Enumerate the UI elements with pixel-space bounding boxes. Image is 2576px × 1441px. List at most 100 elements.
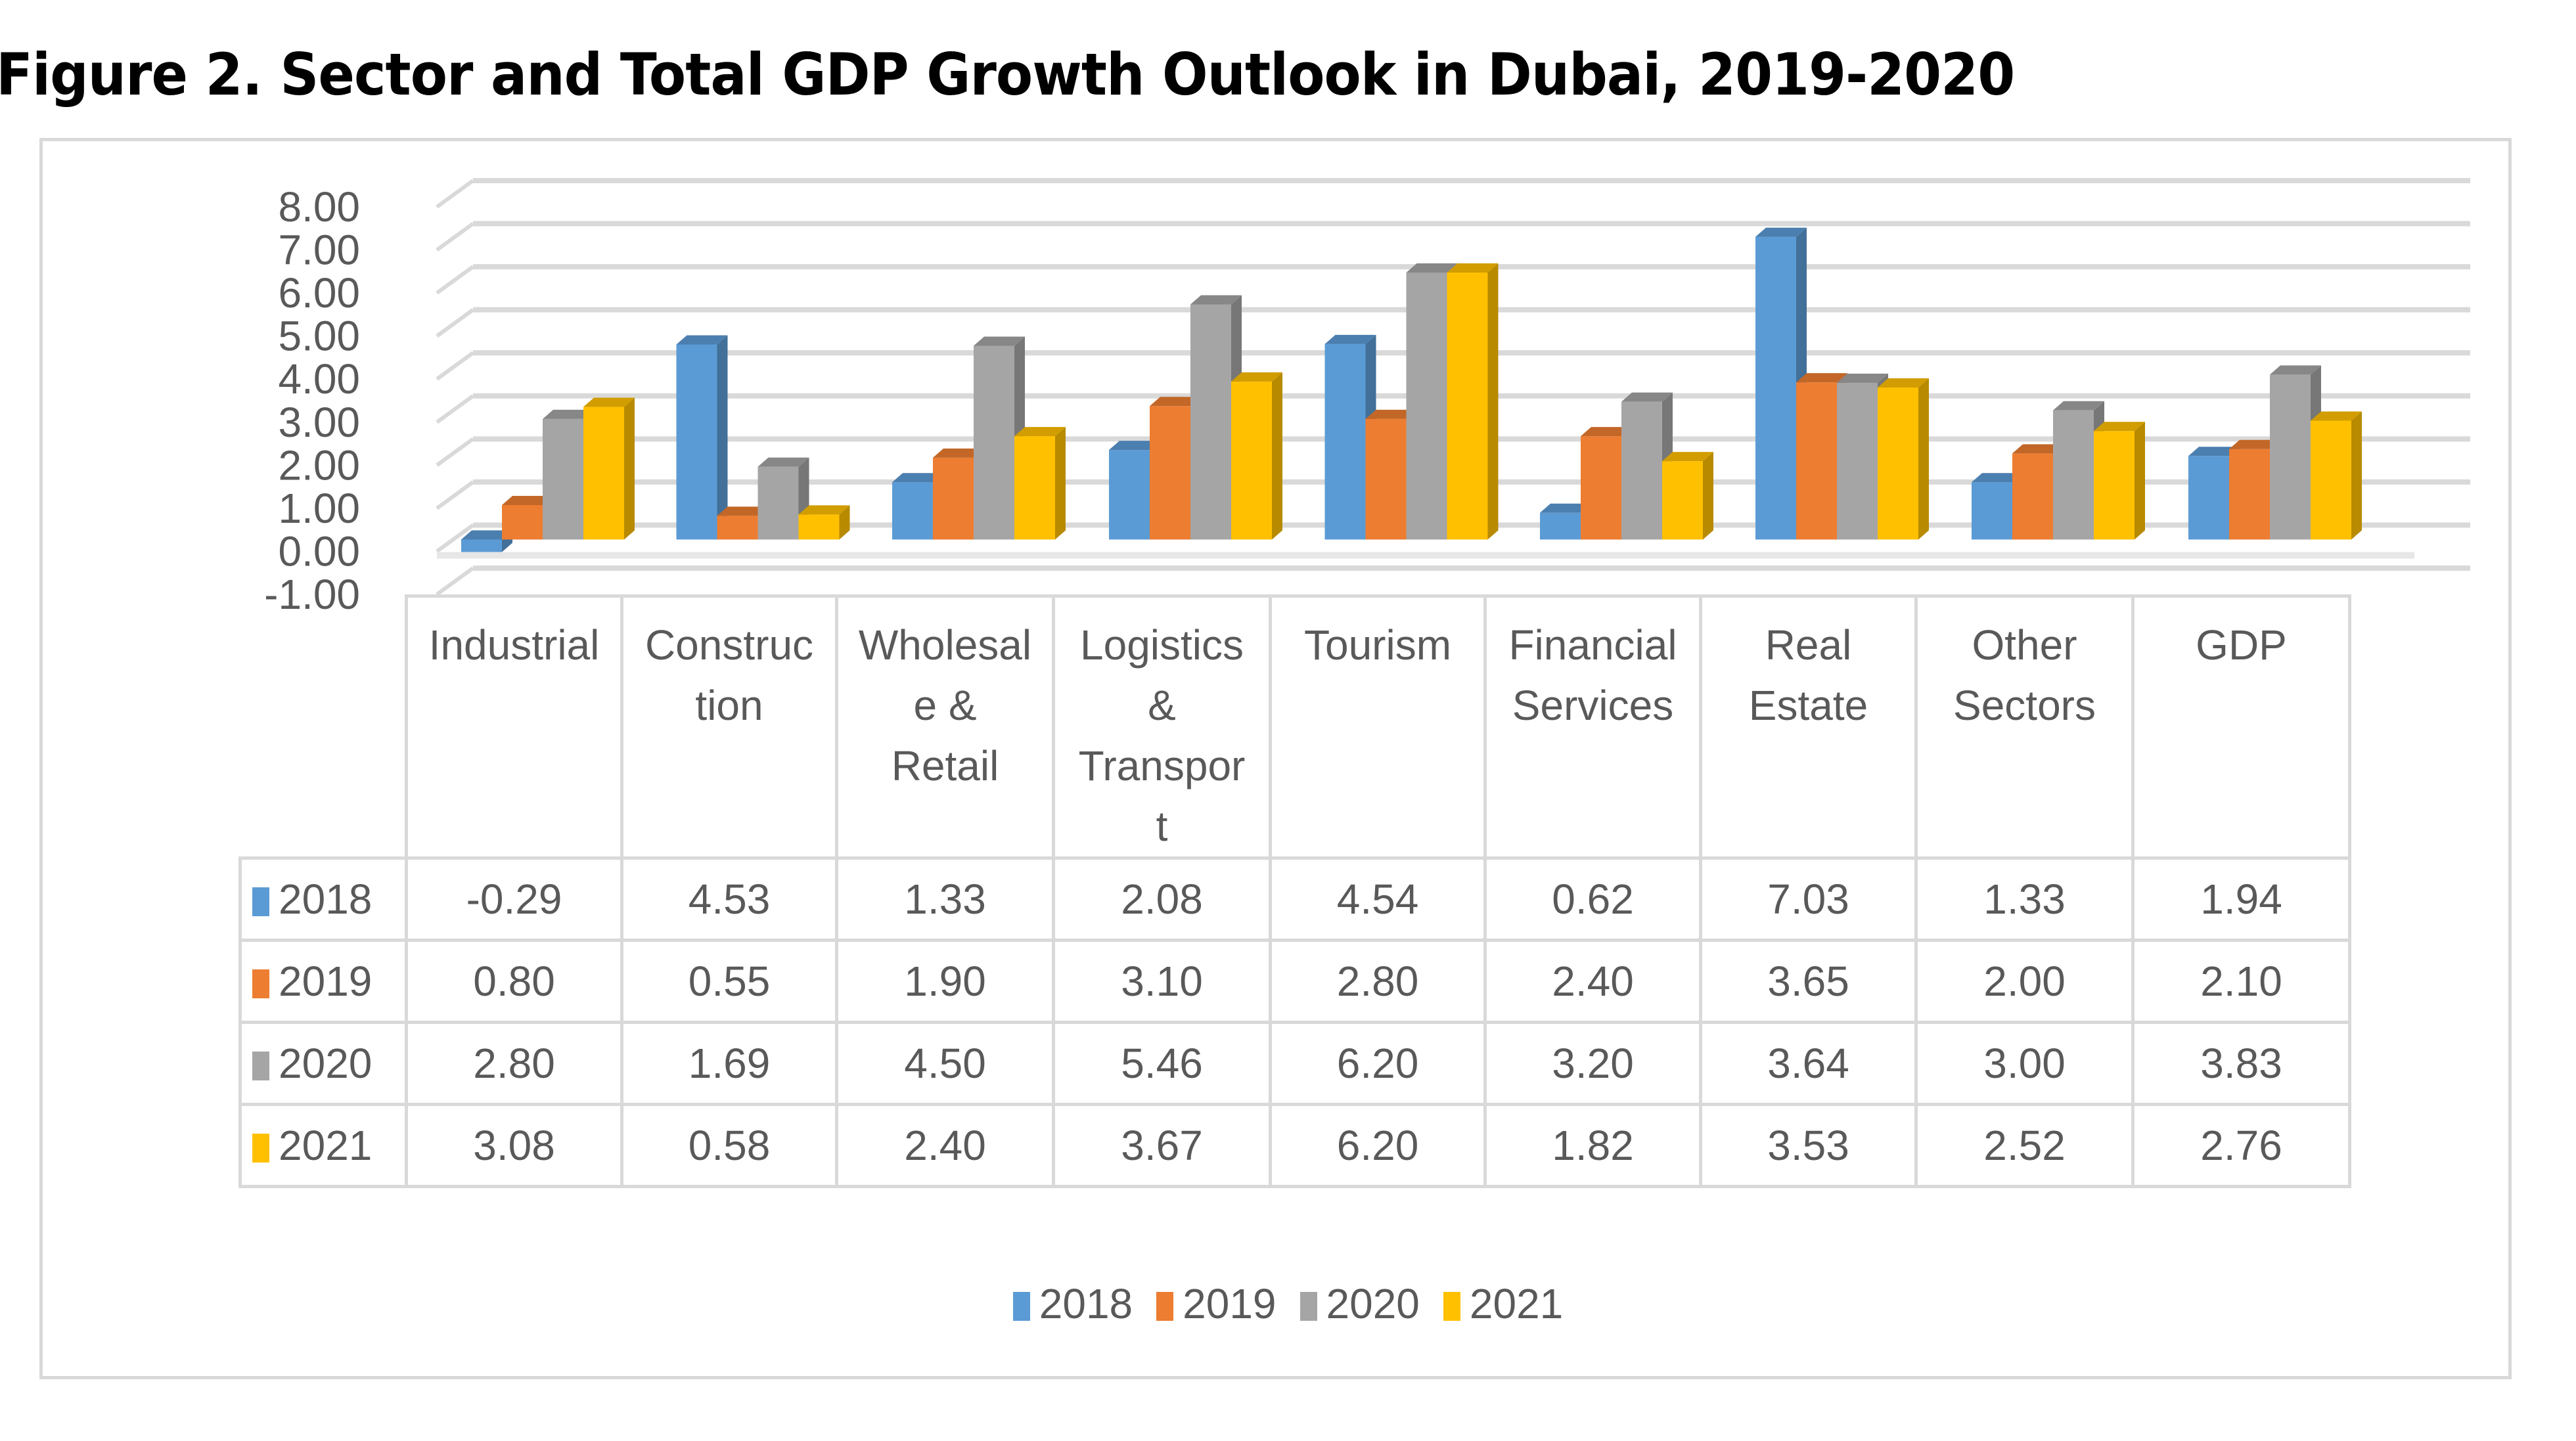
bar-group [2188,365,2362,540]
category-header: Real Estate [1699,594,1918,860]
category-header-line: Other [1972,621,2077,669]
bar-2018 [1540,512,1581,540]
side-wall-gridline [436,179,474,209]
series-label-cell: 2018 [238,856,408,942]
bars [461,227,2362,552]
data-cell: 1.33 [1914,856,2135,942]
bar-top-2020 [757,457,809,467]
bar-2018 [1324,344,1366,540]
data-cell: 3.08 [405,1103,623,1188]
category-header-line: GDP [2196,621,2287,669]
bar-top-2019 [933,448,984,458]
bar-2020 [1406,273,1447,540]
legend-item: 2019 [1156,1279,1277,1328]
bar-2018 [461,539,502,552]
side-wall-gridline [436,523,474,553]
bar-2019 [1150,406,1190,540]
bar-top-2020 [2053,401,2104,410]
side-wall-gridline [436,394,474,424]
bar-top-2018 [1324,334,1376,344]
side-wall-gridline [436,222,474,252]
category-header-line: Estate [1748,682,1868,729]
bar-2020 [543,418,583,540]
category-header: Construc tion [620,594,838,860]
bar-top-2019 [502,496,553,505]
legend-item: 2020 [1299,1279,1420,1328]
data-table-header-row: Industrial Construc tion Wholesal e & Retail L… [240,594,2351,860]
bar-group [461,397,635,552]
data-cell: 3.00 [1914,1021,2135,1106]
legend-swatch [1012,1292,1030,1321]
data-cell: 3.67 [1052,1103,1272,1188]
category-header-line: Services [1512,682,1674,729]
category-header-line: Construc [644,621,814,669]
bar-top-2020 [2270,365,2321,375]
bar-2021 [1231,381,1272,540]
bar-2020 [1837,382,1878,540]
category-header: Financial Services [1483,594,1702,860]
category-header-line: e & [913,682,977,729]
data-cell: 2.80 [1269,939,1487,1024]
legend-key-swatch [252,969,269,998]
category-header: GDP [2131,594,2351,860]
bar-top-2021 [1231,372,1282,382]
data-cell: 1.33 [835,856,1055,942]
bar-2019 [502,505,543,540]
data-table-row: 2019 0.80 0.55 1.90 3.10 2.80 2.40 3.65 2.00 2.10 [238,939,2351,1024]
category-header: Industrial [405,594,623,860]
legend-key-swatch [252,887,269,916]
bar-2018 [1972,482,2012,540]
bar-group [1109,295,1282,540]
y-tick-label: 5.00 [278,313,360,360]
figure-title: Figure 2. Sector and Total GDP Growth Ou… [0,41,2015,108]
side-wall-gridline [436,437,474,467]
data-cell: 4.54 [1269,856,1487,942]
bar-group [1540,392,1713,540]
category-header-line: Industrial [428,621,600,669]
side-wall-gridline [436,265,474,295]
data-cell: 3.20 [1483,1021,1702,1106]
bar-top-2018 [1972,473,2023,483]
data-cell: 0.55 [620,939,838,1024]
bar-side-2021 [624,397,635,540]
y-tick-label: 4.00 [278,355,360,403]
legend-swatch [1156,1292,1174,1321]
bar-2018 [676,344,717,540]
data-cell: 2.00 [1914,939,2135,1024]
category-header: Other Sectors [1914,594,2135,860]
bar-side-2021 [839,505,850,540]
bar-2019 [1796,382,1837,540]
series-label-cell: 2021 [238,1103,408,1188]
legend-label: 2021 [1469,1280,1564,1327]
bar-top-2018 [1540,503,1591,513]
bar-top-2021 [1878,378,1929,388]
bar-2020 [757,466,799,540]
series-name: 2021 [279,1122,373,1169]
bar-group [1755,227,1929,540]
legend-item: 2021 [1443,1279,1563,1328]
bar-side-2018 [717,335,728,540]
data-cell: 3.65 [1699,939,1918,1024]
y-axis-ticks: 8.007.006.005.004.003.002.001.000.00-1.0… [264,183,360,618]
bar-group [676,335,850,540]
bar-group [1972,401,2145,540]
legend-key-swatch [252,1052,269,1080]
data-cell: 3.53 [1699,1103,1918,1188]
bar-top-2021 [1662,452,1713,462]
category-header-line: tion [695,682,763,729]
bar-group [1324,263,1499,540]
bar-top-2021 [1014,427,1066,437]
category-header-line: Real [1765,621,1852,669]
bar-2021 [1878,388,1918,540]
bar-side-2021 [1918,378,1929,540]
bar-2019 [2229,449,2270,540]
data-cell: 3.83 [2131,1021,2351,1106]
data-cell: 2.80 [405,1021,623,1106]
category-header-line: Wholesal [858,621,1032,669]
side-wall-gridline [436,566,474,596]
bar-top-2018 [1755,227,1807,237]
bar-2021 [583,407,624,540]
bar-top-2019 [1581,427,1632,437]
data-cell: 7.03 [1699,856,1918,942]
